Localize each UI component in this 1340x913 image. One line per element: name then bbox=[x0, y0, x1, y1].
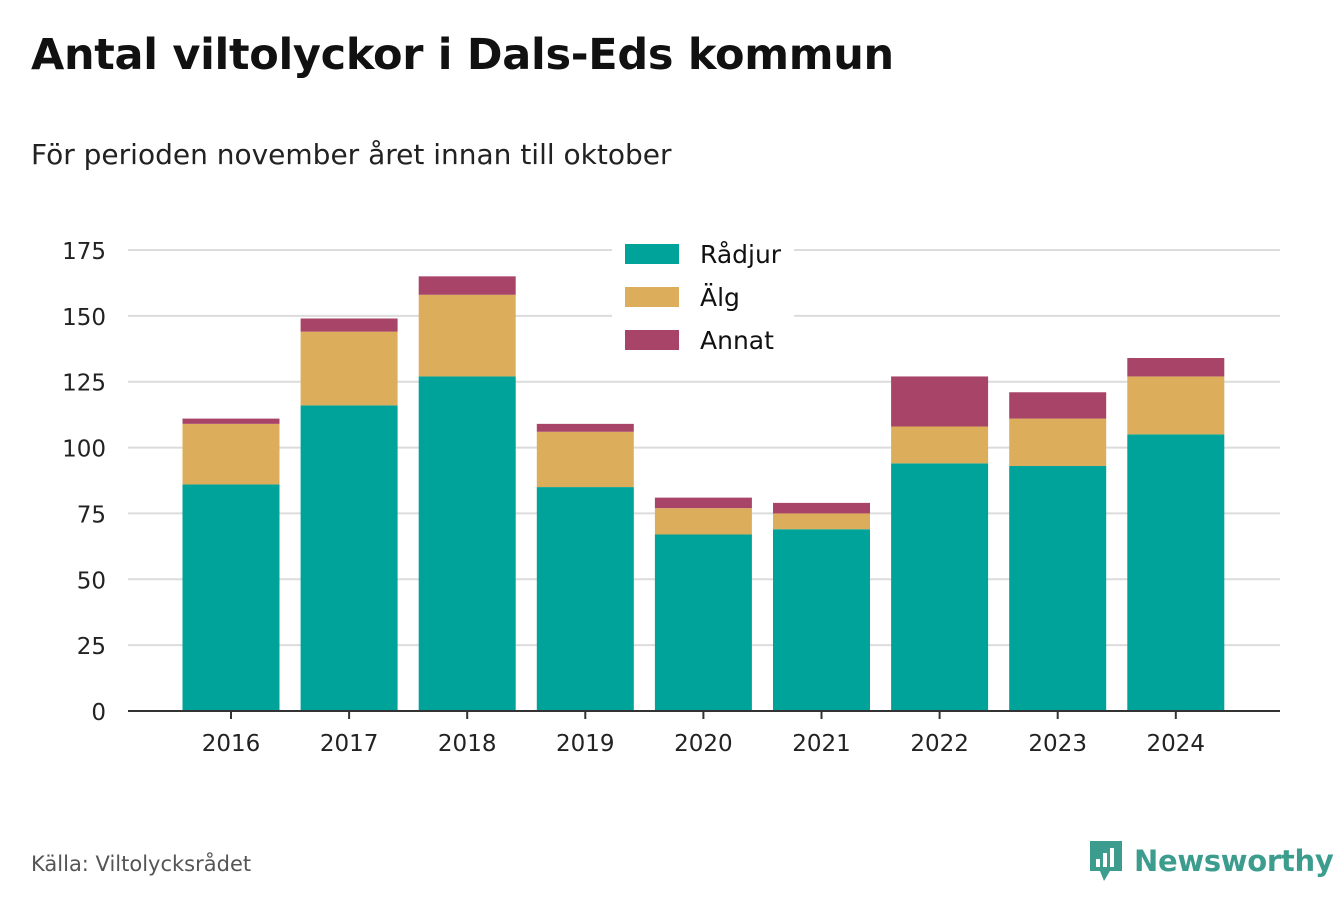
bar-segment bbox=[418, 276, 516, 295]
source-note: Källa: Viltolycksrådet bbox=[31, 852, 252, 876]
y-tick-label: 100 bbox=[62, 437, 106, 463]
x-tick-label: 2023 bbox=[1028, 731, 1087, 757]
bar-segment bbox=[773, 502, 870, 514]
newsworthy-logo-icon bbox=[1090, 841, 1122, 881]
chart-subtitle: För perioden november året innan till ok… bbox=[31, 138, 672, 171]
y-axis-ticks: 0 25 50 75 100 125 150 175 bbox=[62, 239, 106, 726]
bar-segment bbox=[1009, 392, 1107, 419]
legend-swatch bbox=[625, 287, 679, 307]
bar-segment bbox=[300, 405, 398, 711]
bar-segment bbox=[1009, 466, 1107, 711]
bar-segment bbox=[1009, 418, 1107, 467]
y-tick-label: 175 bbox=[62, 239, 106, 265]
bar-segment bbox=[773, 513, 870, 530]
chart-title: Antal viltolyckor i Dals-Eds kommun bbox=[31, 30, 894, 80]
y-tick-label: 150 bbox=[62, 305, 106, 331]
bar-segment bbox=[300, 331, 398, 406]
x-tick-label: 2022 bbox=[910, 731, 969, 757]
bar-segment bbox=[891, 426, 989, 464]
bar-segment bbox=[536, 423, 634, 432]
bars bbox=[182, 276, 1225, 711]
bar-segment bbox=[182, 484, 280, 711]
legend-swatch bbox=[625, 244, 679, 264]
x-tick-label: 2016 bbox=[202, 731, 261, 757]
bar-segment bbox=[773, 529, 870, 711]
legend-swatch bbox=[625, 330, 679, 350]
bar-segment bbox=[418, 376, 516, 711]
y-tick-label: 25 bbox=[77, 634, 106, 660]
bar-segment bbox=[182, 423, 280, 485]
legend-label: Älg bbox=[700, 283, 740, 312]
bar-segment bbox=[654, 497, 752, 509]
bar-segment bbox=[300, 318, 398, 332]
y-tick-label: 125 bbox=[62, 371, 106, 397]
legend-label: Annat bbox=[700, 326, 774, 355]
x-tick-label: 2021 bbox=[792, 731, 851, 757]
bar-segment bbox=[891, 463, 989, 711]
brand-logo: Newsworthy bbox=[1088, 839, 1334, 883]
y-tick-label: 0 bbox=[91, 700, 106, 726]
bar-segment bbox=[536, 487, 634, 711]
x-tick-label: 2020 bbox=[674, 731, 733, 757]
bar-segment bbox=[418, 294, 516, 377]
bar-segment bbox=[1127, 358, 1225, 377]
x-axis-ticks: 2016 2017 2018 2019 2020 2021 2022 2023 2024 bbox=[202, 711, 1205, 757]
y-tick-label: 75 bbox=[77, 502, 106, 528]
brand-name: Newsworthy bbox=[1134, 844, 1334, 878]
bar-segment bbox=[654, 534, 752, 711]
bar-segment bbox=[1127, 434, 1225, 711]
x-tick-label: 2018 bbox=[438, 731, 497, 757]
legend: Rådjur Älg Annat bbox=[612, 232, 794, 358]
bar-segment bbox=[891, 376, 989, 427]
x-tick-label: 2017 bbox=[320, 731, 379, 757]
bar-segment bbox=[1127, 376, 1225, 435]
y-tick-label: 50 bbox=[77, 568, 106, 594]
x-tick-label: 2024 bbox=[1147, 731, 1206, 757]
bar-segment bbox=[654, 508, 752, 535]
legend-label: Rådjur bbox=[700, 240, 782, 269]
x-tick-label: 2019 bbox=[556, 731, 615, 757]
bar-segment bbox=[536, 431, 634, 488]
bar-segment bbox=[182, 418, 280, 424]
